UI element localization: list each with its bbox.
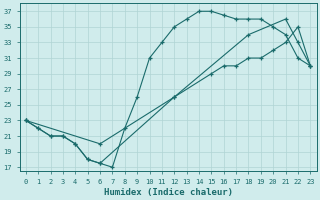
X-axis label: Humidex (Indice chaleur): Humidex (Indice chaleur) xyxy=(104,188,233,197)
